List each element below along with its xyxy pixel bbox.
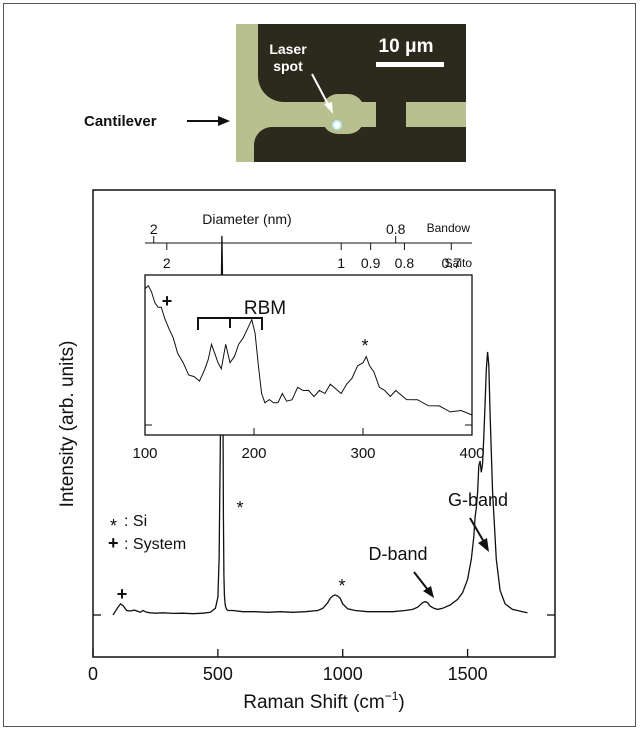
inset-x-tick-label: 100 (132, 445, 157, 462)
main-x-tick-label: 1000 (323, 664, 363, 684)
d-band-label: D-band (368, 544, 427, 564)
saito-tick-label: 1 (337, 255, 345, 271)
cantilever-label: Cantilever (84, 113, 157, 130)
inset-plot-frame (145, 275, 472, 435)
scale-bar (376, 62, 444, 67)
laser-label-line2: spot (273, 58, 303, 74)
main-x-ticks: 0 500 1000 1500 (88, 615, 555, 684)
legend-system-symbol: + (108, 533, 119, 553)
system-peak-marker: + (117, 584, 128, 604)
saito-tick-label: 2 (163, 255, 171, 271)
inset-top-ticks: 2 0.8 2 1 0.9 0.8 0.7 (150, 221, 461, 271)
bandow-tick-label: 2 (150, 221, 158, 237)
d-band-arrow (414, 572, 428, 590)
scale-bar-label: 10 μm (379, 36, 434, 57)
bandow-tick-label: 0.8 (386, 221, 406, 237)
laser-arrow-head (324, 102, 333, 114)
si-peak-marker-520: * (236, 498, 243, 518)
inset-system-marker: + (162, 291, 173, 311)
saito-tick-label: 0.8 (395, 255, 415, 271)
laser-label-line1: Laser (269, 41, 307, 57)
main-x-tick-label: 0 (88, 664, 98, 684)
inset-bandow-label: Bandow (427, 221, 471, 235)
saito-tick-label: 0.7 (442, 255, 462, 271)
cantilever-arrow-head (218, 116, 230, 126)
inset-si-marker: * (361, 336, 368, 356)
g-band-arrow-head (478, 538, 489, 552)
laser-arrow (312, 74, 330, 108)
legend-si-label: : Si (124, 513, 147, 530)
legend-system-label: : System (124, 536, 186, 553)
main-x-tick-label: 500 (203, 664, 233, 684)
g-band-arrow (470, 518, 484, 542)
g-band-label: G-band (448, 490, 508, 510)
saito-tick-label: 0.9 (361, 255, 381, 271)
rbm-label: RBM (244, 298, 286, 319)
inset-top-title: Diameter (nm) (202, 211, 291, 227)
inset-x-tick-label: 300 (350, 445, 375, 462)
main-y-label: Intensity (arb. units) (57, 341, 78, 508)
si-peak-marker-960: * (338, 576, 345, 596)
main-x-label: Raman Shift (cm−1) (243, 689, 405, 713)
inset-x-tick-label: 400 (459, 445, 484, 462)
d-band-arrow-head (423, 586, 434, 598)
inset-x-tick-label: 200 (241, 445, 266, 462)
main-x-tick-label: 1500 (448, 664, 488, 684)
